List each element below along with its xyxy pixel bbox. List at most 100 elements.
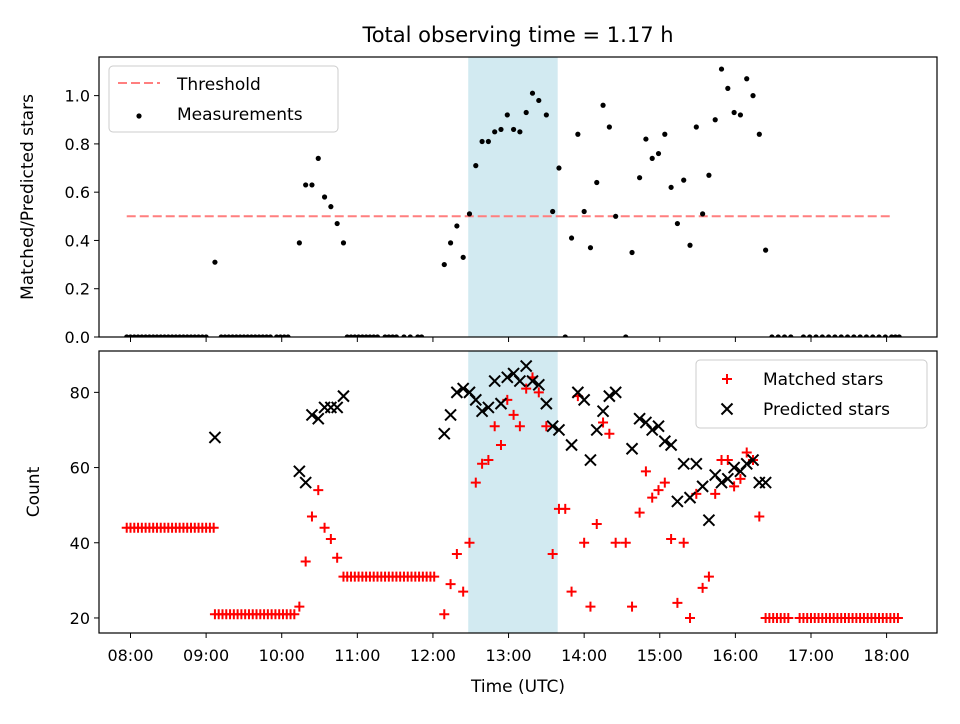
y-tick-label: 0.4 bbox=[65, 231, 90, 250]
measurement-point bbox=[309, 182, 314, 187]
measurement-point bbox=[738, 112, 743, 117]
predicted-point bbox=[691, 458, 702, 469]
measurement-point bbox=[637, 175, 642, 180]
matched-point bbox=[685, 613, 695, 623]
legend-series-label: Predicted stars bbox=[763, 400, 890, 420]
legend: Threshold Measurements bbox=[109, 66, 338, 132]
predicted-point bbox=[294, 466, 305, 477]
bottom-panel: 2040608008:00 09:00 10:00 11:00 12:00 13:00 14… bbox=[24, 351, 937, 665]
predicted-point bbox=[300, 477, 311, 488]
matched-point bbox=[654, 485, 664, 495]
measurement-point bbox=[341, 240, 346, 245]
legend-measurements-swatch bbox=[136, 113, 141, 118]
predicted-point bbox=[598, 406, 609, 417]
highlight-region bbox=[468, 351, 557, 633]
predicted-point bbox=[439, 428, 450, 439]
y-tick-label: 60 bbox=[70, 459, 90, 478]
measurement-point bbox=[600, 103, 605, 108]
predicted-point bbox=[685, 492, 696, 503]
y-tick-label: 0.8 bbox=[65, 135, 90, 154]
legend-measurements-label: Measurements bbox=[177, 105, 303, 125]
matched-point bbox=[458, 587, 468, 597]
measurement-point bbox=[498, 127, 503, 132]
matched-point bbox=[332, 553, 342, 563]
matched-point bbox=[698, 583, 708, 593]
matched-point bbox=[604, 429, 614, 439]
measurement-point bbox=[694, 124, 699, 129]
measurement-point bbox=[750, 93, 755, 98]
matched-point bbox=[294, 602, 304, 612]
predicted-point bbox=[445, 409, 456, 420]
matched-point bbox=[567, 587, 577, 597]
measurement-point bbox=[662, 132, 667, 137]
predicted-point bbox=[332, 402, 343, 413]
measurement-point bbox=[536, 98, 541, 103]
matched-point bbox=[679, 538, 689, 548]
measurement-point bbox=[316, 156, 321, 161]
matched-point bbox=[585, 602, 595, 612]
y-tick-label: 0.2 bbox=[65, 280, 90, 299]
measurement-point bbox=[212, 260, 217, 265]
matched-point bbox=[326, 534, 336, 544]
matched-point bbox=[627, 602, 637, 612]
x-tick-label: 16:00 bbox=[712, 646, 758, 665]
matched-point bbox=[647, 493, 657, 503]
y-axis-label: Count bbox=[24, 466, 44, 517]
measurement-point bbox=[556, 165, 561, 170]
y-tick-label: 1.0 bbox=[65, 87, 90, 106]
measurement-point bbox=[442, 262, 447, 267]
y-tick-label: 80 bbox=[70, 383, 90, 402]
measurement-point bbox=[582, 209, 587, 214]
matched-point bbox=[439, 609, 449, 619]
y-tick-label: 0.6 bbox=[65, 183, 90, 202]
x-tick-label: 14:00 bbox=[561, 646, 607, 665]
measurement-point bbox=[461, 255, 466, 260]
measurement-point bbox=[505, 112, 510, 117]
predicted-point bbox=[579, 394, 590, 405]
measurement-point bbox=[448, 240, 453, 245]
measurement-point bbox=[328, 204, 333, 209]
measurement-point bbox=[706, 173, 711, 178]
measurement-point bbox=[473, 163, 478, 168]
measurement-point bbox=[486, 139, 491, 144]
measurement-point bbox=[687, 243, 692, 248]
predicted-point bbox=[591, 424, 602, 435]
y-tick-label: 40 bbox=[70, 534, 90, 553]
predicted-point bbox=[338, 391, 349, 402]
x-tick-label: 18:00 bbox=[864, 646, 910, 665]
measurement-point bbox=[607, 124, 612, 129]
y-tick-label: 20 bbox=[70, 609, 90, 628]
x-tick-label: 10:00 bbox=[259, 646, 305, 665]
chart-title: Total observing time = 1.17 h bbox=[361, 23, 673, 47]
measurement-point bbox=[700, 211, 705, 216]
x-tick-label: 09:00 bbox=[183, 646, 229, 665]
measurement-point bbox=[479, 139, 484, 144]
measurement-point bbox=[492, 129, 497, 134]
matched-point bbox=[452, 549, 462, 559]
matched-point bbox=[560, 504, 570, 514]
matched-point bbox=[313, 485, 323, 495]
measurement-point bbox=[322, 194, 327, 199]
x-axis-label: Time (UTC) bbox=[470, 677, 565, 697]
predicted-point bbox=[703, 515, 714, 526]
x-tick-label: 17:00 bbox=[788, 646, 834, 665]
measurement-point bbox=[467, 211, 472, 216]
x-tick-label: 13:00 bbox=[485, 646, 531, 665]
measurement-point bbox=[763, 248, 768, 253]
matched-point bbox=[704, 572, 714, 582]
measurement-point bbox=[650, 156, 655, 161]
x-tick-label: 11:00 bbox=[334, 646, 380, 665]
highlight-region bbox=[468, 57, 557, 337]
measurement-point bbox=[669, 185, 674, 190]
legend-threshold-label: Threshold bbox=[176, 75, 261, 95]
predicted-point bbox=[678, 458, 689, 469]
measurement-point bbox=[524, 110, 529, 115]
measurement-point bbox=[530, 91, 535, 96]
matched-point bbox=[301, 557, 311, 567]
measurement-point bbox=[719, 66, 724, 71]
measurement-point bbox=[454, 223, 459, 228]
measurement-point bbox=[681, 178, 686, 183]
matched-point bbox=[621, 538, 631, 548]
measurement-point bbox=[757, 132, 762, 137]
measurement-point bbox=[713, 117, 718, 122]
